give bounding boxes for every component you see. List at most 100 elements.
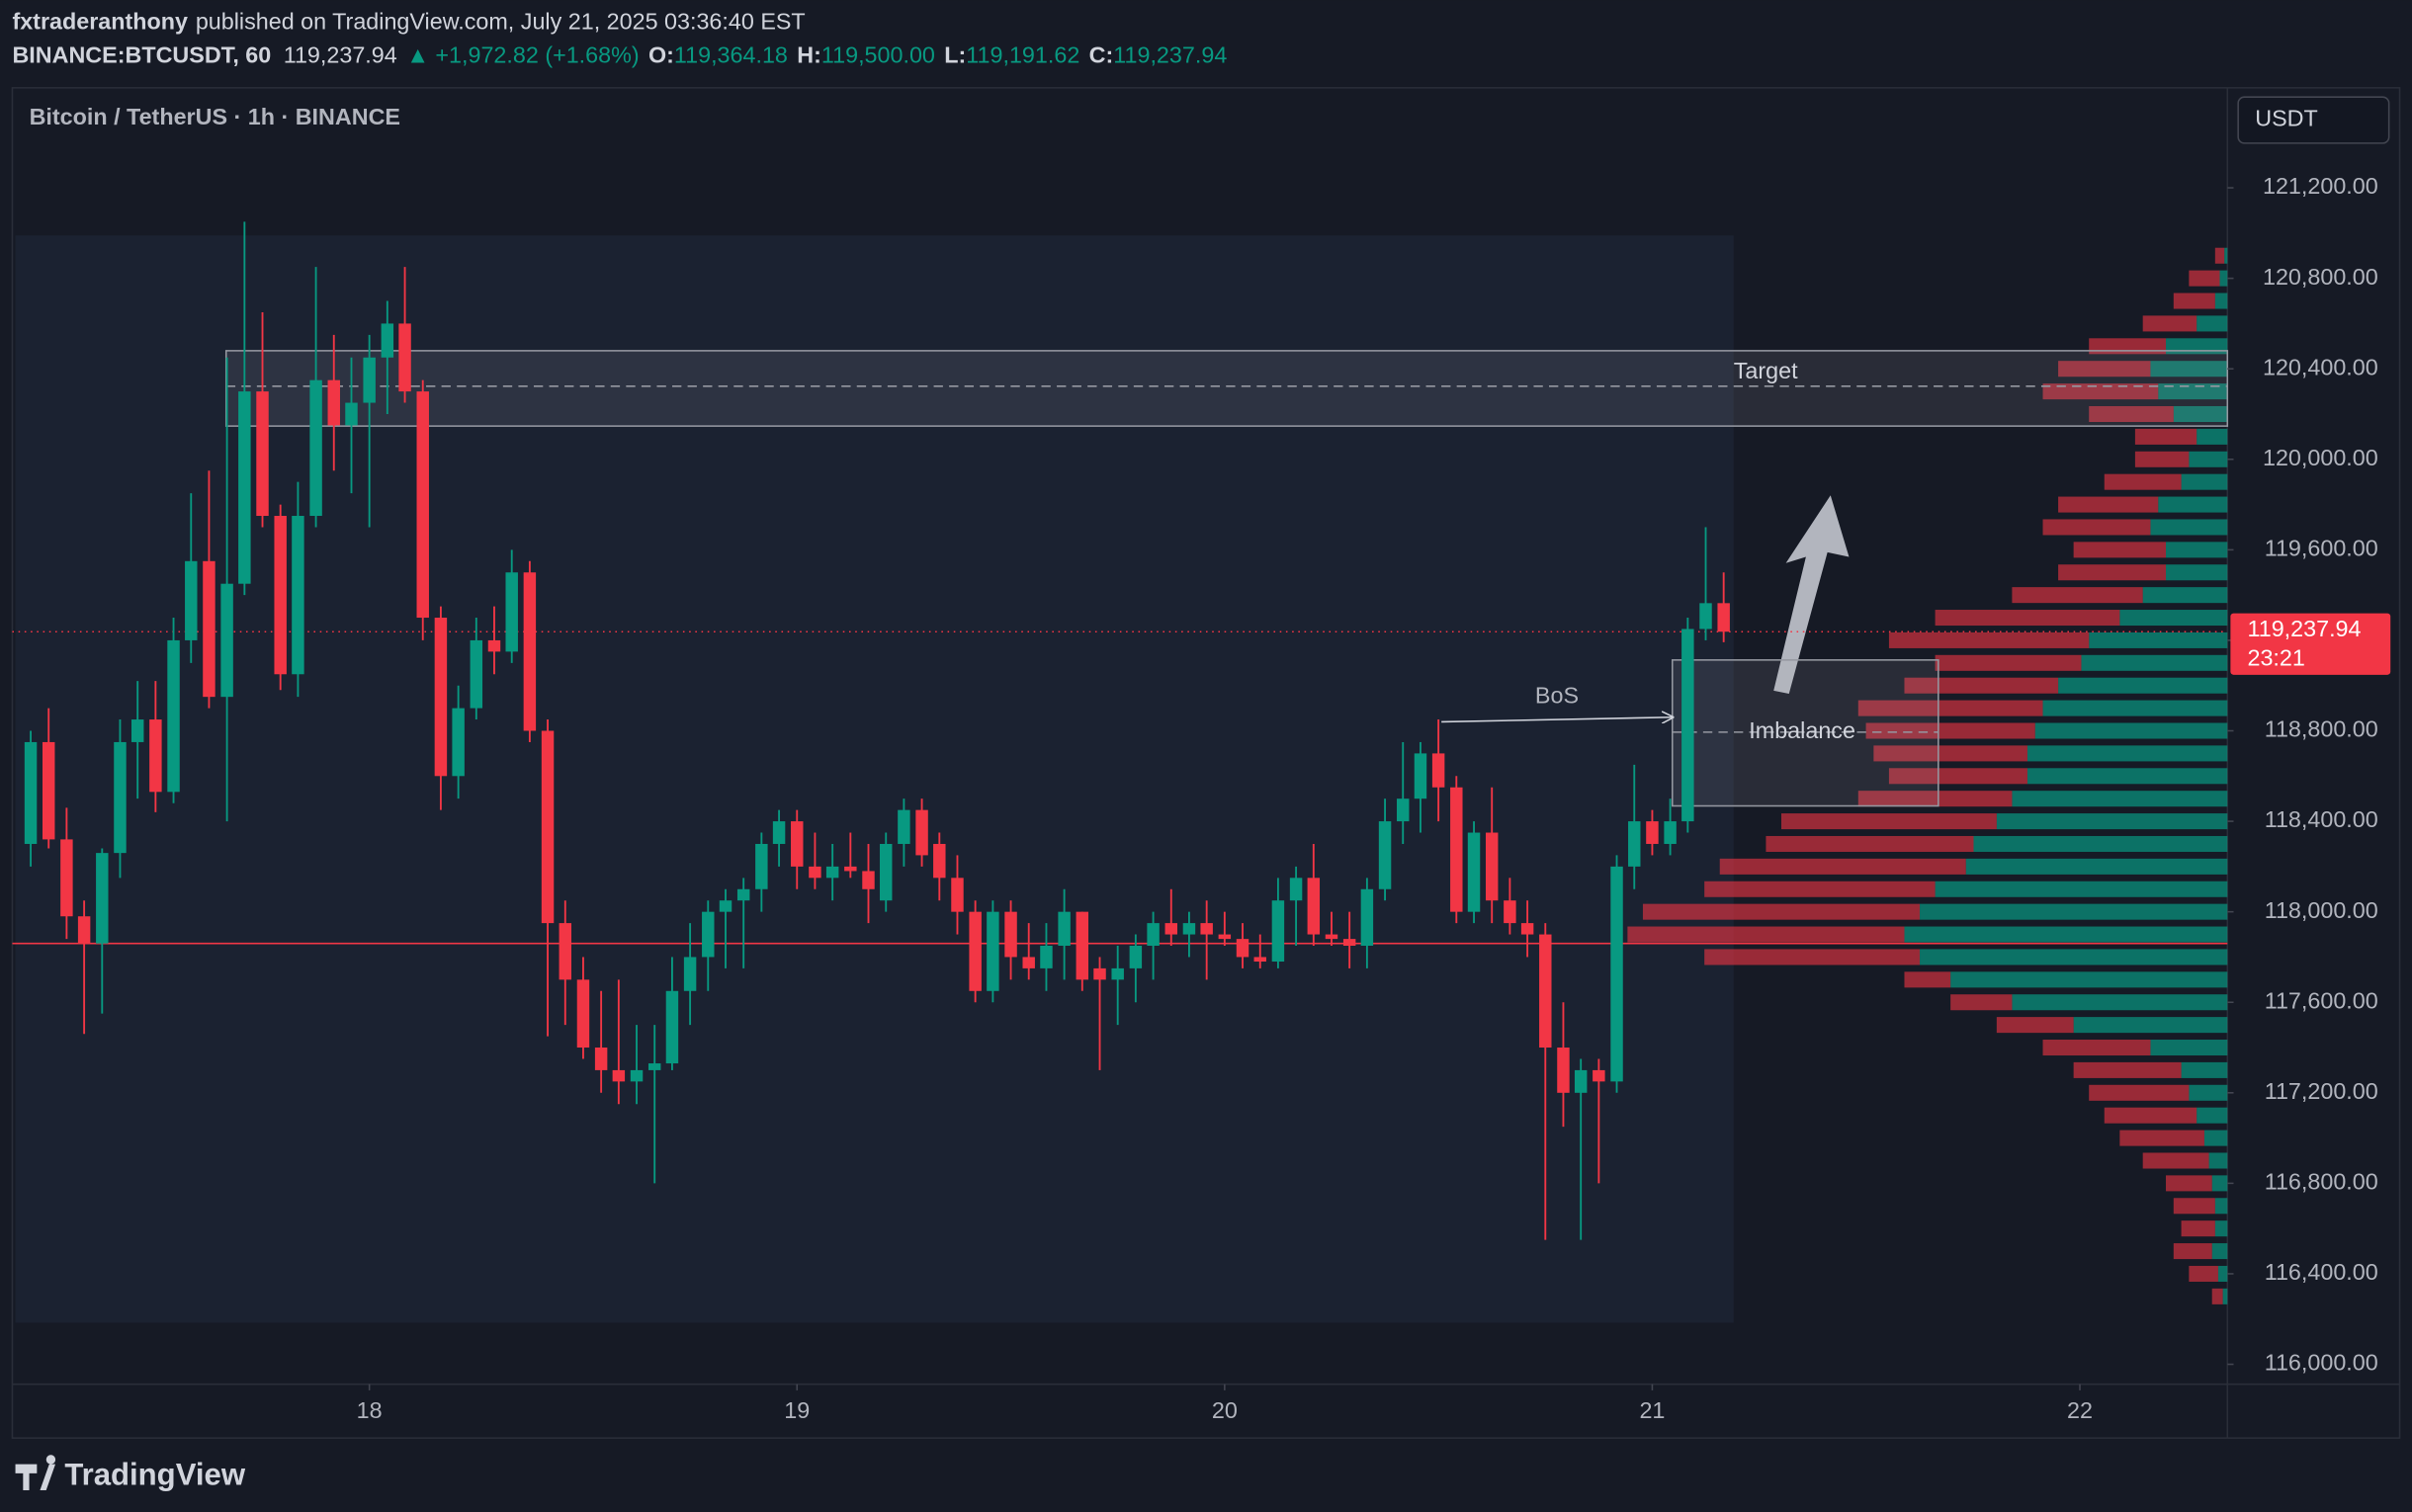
candle-body [1628,821,1641,867]
y-tick-label: 116,800.00 [2265,1169,2378,1195]
candle-body [630,1069,644,1082]
candle-body [1539,934,1552,1049]
profile-down [1719,858,1966,875]
candle-body [1717,603,1730,632]
candle-body [1450,787,1463,912]
profile-up [2208,1152,2228,1169]
profile-down [2173,293,2215,309]
candle-body [987,911,999,991]
profile-up [2166,542,2228,558]
profile-down [2089,405,2174,423]
candle-body [969,911,982,991]
y-tick-label: 116,400.00 [2265,1259,2378,1285]
candle-body [791,821,804,867]
session-highlight [15,235,1734,1323]
candle-body [345,402,358,426]
profile-down [2142,1152,2209,1169]
x-tick-label: 22 [2067,1397,2093,1423]
candle-body [1664,821,1677,844]
candle-body [416,391,429,619]
change: +1,972.82 (+1.68%) [435,42,639,68]
profile-up [1950,971,2228,988]
y-tick-label: 118,400.00 [2265,806,2378,832]
profile-up [2058,677,2228,694]
candle-body [167,639,180,793]
price: 119,237.94 [284,42,397,68]
candle-body [1147,923,1160,946]
profile-down [1766,835,1974,852]
profile-down [2211,1288,2223,1304]
candle-body [702,911,715,958]
profile-up [2150,361,2228,378]
y-tick-label: 118,000.00 [2265,897,2378,923]
profile-up [2181,1061,2228,1078]
profile-down [1642,903,1921,920]
candle-body [1093,967,1106,980]
profile-up [1973,835,2228,852]
x-tick-label: 21 [1639,1397,1665,1423]
candle-body [1182,923,1196,935]
candle-body [1378,821,1392,889]
y-tick-label: 120,400.00 [2263,354,2378,379]
candle-body [1076,911,1089,980]
candle-body [1520,923,1534,935]
candle-body [77,916,91,944]
bos-label: BoS [1535,683,1579,709]
profile-up [2214,1198,2228,1215]
candle-body [149,719,162,793]
last-price-label: 119,237.94 [2247,616,2361,641]
profile-down [2173,1198,2215,1215]
profile-up [2166,564,2228,581]
ohlc-label: C: [1089,42,1114,68]
chart-title: Bitcoin / TetherUS · 1h · BINANCE [30,104,400,129]
profile-down [2189,270,2220,287]
profile-up [2158,496,2228,513]
candle-body [1022,957,1035,968]
candle-body [505,572,518,652]
candle-body [665,990,679,1064]
candle-body [772,821,786,844]
profile-up [2150,519,2228,536]
currency-label: USDT [2255,106,2318,131]
candle-body [719,900,732,912]
profile-down [1996,1017,2074,1034]
candle-body [1414,753,1427,799]
profile-down [1865,722,2035,739]
profile-down [2119,1130,2204,1146]
candle-body [1164,923,1177,935]
profile-down [2134,451,2190,467]
profile-up [2142,587,2228,604]
footer-logo [15,1455,56,1491]
profile-up [2219,270,2228,287]
candle-body [683,957,697,991]
profile-down [2073,542,2167,558]
candle-body [487,639,501,652]
profile-down [1780,813,1997,830]
candle-body [898,809,910,844]
profile-up [1904,926,2228,943]
candle-body [594,1048,608,1070]
profile-up [1920,903,2228,920]
projection-arrow [1773,495,1850,694]
profile-down [2012,587,2143,604]
profile-down [2166,1175,2212,1192]
y-tick-label: 117,600.00 [2265,987,2378,1013]
profile-down [1888,631,2090,648]
profile-up [2173,405,2228,423]
ohlc-value: 119,191.62 [966,42,1079,68]
candle-body [1271,900,1285,963]
profile-down [2058,361,2151,378]
profile-up [1965,858,2228,875]
profile-up [2150,1040,2228,1056]
candle-body [130,719,144,742]
profile-up [2222,1288,2228,1304]
candle-body [844,866,857,872]
profile-up [2197,1107,2228,1124]
currency-box[interactable] [2237,96,2390,144]
profile-down [2058,564,2167,581]
candle-body [1646,821,1659,844]
candle-body [42,741,55,840]
profile-up [2189,451,2228,467]
candle-body [203,560,215,698]
